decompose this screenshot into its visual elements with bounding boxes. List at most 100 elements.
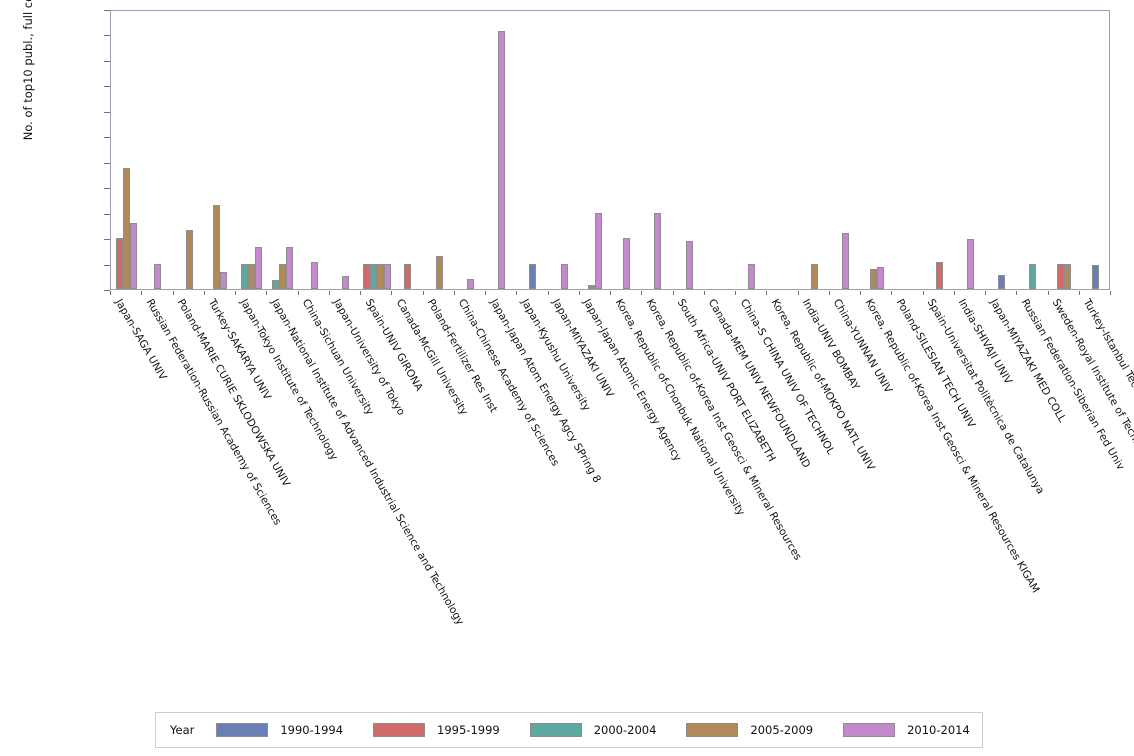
bar — [560, 263, 568, 289]
x-axis-tick-mark — [1016, 291, 1018, 295]
x-axis-tick-mark — [235, 291, 236, 295]
x-axis-tick-mark — [1047, 291, 1049, 295]
legend-color-swatch — [529, 723, 582, 737]
y-axis-tick-mark — [104, 213, 110, 215]
bar — [341, 276, 349, 289]
y-axis-tick-mark — [104, 111, 110, 113]
legend-entry-label: 1990-1994 — [280, 723, 344, 737]
y-axis-tick-mark — [104, 35, 110, 37]
bar — [966, 239, 974, 289]
x-axis-tick-mark — [203, 291, 205, 295]
bar — [286, 247, 294, 289]
x-axis-tick-mark — [360, 291, 361, 295]
bar — [841, 233, 849, 289]
legend-entry[interactable]: 2000-2004 — [529, 723, 657, 737]
bar — [685, 240, 693, 289]
x-axis-tick-mark — [547, 291, 549, 295]
bar — [748, 263, 756, 289]
legend-color-swatch — [686, 723, 739, 737]
bar — [362, 263, 370, 289]
x-axis-tick-mark — [860, 291, 861, 295]
y-axis-tick-mark — [104, 264, 110, 266]
y-axis-tick-mark — [104, 86, 110, 88]
x-axis-tick-mark — [516, 291, 518, 295]
bar — [498, 30, 506, 289]
bar — [810, 263, 818, 289]
bar — [466, 278, 474, 289]
legend: Year 1990-1994 1995-1999 2000-2004 2005-200… — [155, 712, 983, 748]
bar — [123, 168, 131, 289]
bar — [383, 263, 391, 289]
legend-entry[interactable]: 2010-2014 — [843, 723, 970, 737]
x-axis-tick-mark — [672, 291, 674, 295]
y-axis-tick-mark — [104, 290, 110, 291]
bar — [220, 272, 228, 289]
y-axis-tick-mark — [104, 239, 110, 241]
legend-color-swatch — [843, 723, 896, 737]
bar — [588, 285, 596, 289]
x-axis-tick-mark — [453, 291, 455, 295]
x-axis-label: Turkey-SAKARYA UNIV — [205, 297, 274, 402]
bar — [376, 263, 384, 289]
x-axis-tick-mark — [422, 291, 424, 295]
legend-entry[interactable]: 2005-2009 — [686, 723, 813, 737]
bar — [935, 262, 943, 289]
bar — [272, 280, 280, 289]
x-axis-tick-mark — [391, 291, 393, 295]
bar — [185, 230, 193, 289]
legend-color-swatch — [216, 723, 269, 737]
x-axis-tick-mark — [172, 291, 174, 295]
legend-entry[interactable]: 1990-1994 — [216, 723, 343, 737]
bar — [310, 262, 318, 289]
x-axis-tick-mark — [485, 291, 486, 295]
y-axis-tick-mark — [104, 60, 110, 62]
legend-entry[interactable]: 1995-1999 — [373, 723, 500, 737]
y-axis-tick-mark — [104, 162, 110, 164]
x-axis-tick-mark — [328, 291, 330, 295]
legend-entry-label: 2000-2004 — [593, 723, 657, 737]
x-axis-tick-mark — [922, 291, 924, 295]
y-axis-tick-mark — [104, 137, 110, 139]
bar — [869, 268, 877, 289]
x-axis-label: India-UNIV BOMBAY — [799, 297, 862, 393]
plot-area — [110, 10, 1110, 290]
bar — [595, 212, 603, 289]
x-axis-tick-mark — [1110, 291, 1111, 295]
legend-color-swatch — [373, 723, 426, 737]
bar — [279, 263, 287, 289]
legend-title: Year — [170, 723, 195, 737]
bar-series-container — [111, 11, 1109, 289]
bar — [154, 263, 162, 289]
x-axis-tick-mark — [110, 291, 111, 295]
x-axis-tick-mark — [610, 291, 611, 295]
x-axis-tick-mark — [953, 291, 955, 295]
bar — [876, 267, 884, 289]
bar — [435, 255, 443, 289]
bar — [1057, 263, 1065, 289]
x-axis-tick-mark — [641, 291, 643, 295]
bar — [1064, 263, 1072, 289]
bar — [1029, 263, 1037, 289]
bar — [654, 212, 662, 289]
bar — [998, 275, 1006, 289]
legend-entry-label: 1995-1999 — [437, 723, 500, 737]
bar — [255, 247, 263, 289]
bar — [130, 222, 138, 289]
y-axis-ticks: 0.01.02.03.04.05.06.07.08.09.010.011.0 — [0, 0, 110, 300]
x-axis-tick-mark — [141, 291, 143, 295]
x-axis-labels: Japan-SAGA UNIV Russian Federation-Russia… — [112, 297, 1134, 627]
bar — [623, 238, 631, 289]
legend-entries: 1990-1994 1995-1999 2000-2004 2005-2009 2010… — [216, 723, 999, 737]
bar — [213, 205, 221, 289]
y-axis-tick-mark — [104, 188, 110, 190]
x-axis-label: Spain-UNIV GIRONA — [362, 297, 425, 394]
bar — [1091, 264, 1099, 289]
y-axis-tick-mark — [104, 10, 110, 11]
x-axis-label: China-YUNNAN UNIV — [830, 297, 895, 396]
legend-entry-label: 2010-2014 — [907, 723, 970, 737]
x-axis-tick-mark — [766, 291, 768, 295]
x-axis-tick-mark — [578, 291, 580, 295]
x-axis-tick-mark — [266, 291, 268, 295]
x-axis-tick-mark — [891, 291, 893, 295]
